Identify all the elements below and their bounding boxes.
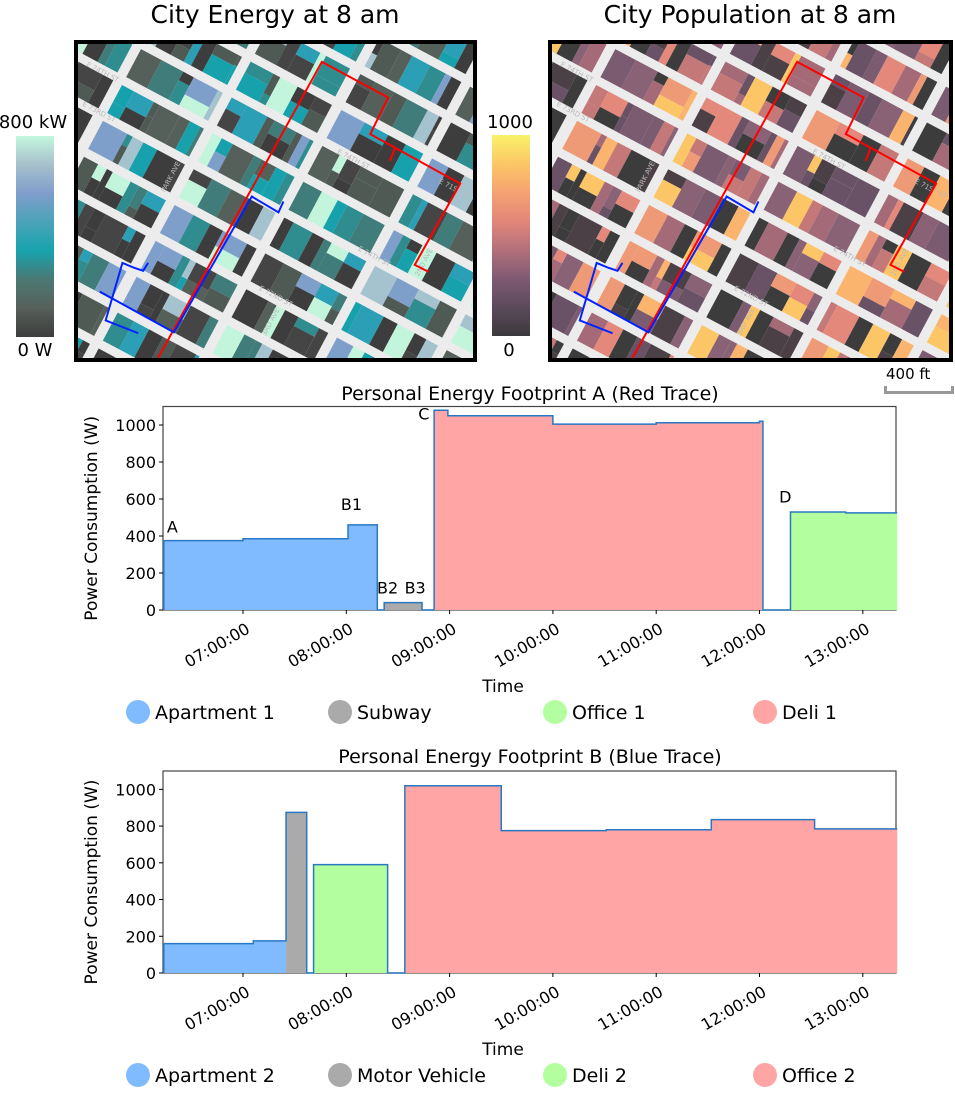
y-tick-label: 0 — [146, 601, 156, 620]
chart-title: Personal Energy Footprint A (Red Trace) — [341, 383, 718, 405]
energy-colorbar-max-label: 800 kW — [0, 112, 67, 133]
y-tick-label: 600 — [125, 854, 156, 873]
footprint-a-chart: 0 200 400 600 800 1000 07:00:00 08:00:00 09:00:0… — [0, 376, 955, 736]
x-tick-label: 13:00:00 — [801, 982, 873, 1034]
x-tick-label: 11:00:00 — [594, 619, 666, 671]
annotation-label: B3 — [405, 578, 426, 597]
y-axis-label: Power Consumption (W) — [82, 780, 102, 985]
legend-label: Office 2 — [782, 1065, 856, 1087]
x-tick-label: 10:00:00 — [491, 619, 563, 671]
x-tick-label: 13:00:00 — [801, 619, 873, 671]
x-tick-label: 09:00:00 — [388, 619, 460, 671]
x-tick-label: 10:00:00 — [491, 982, 563, 1034]
legend-marker — [753, 700, 777, 724]
y-tick-label: 800 — [125, 817, 156, 836]
y-tick-label: 0 — [146, 964, 156, 983]
legend-label: Motor Vehicle — [357, 1065, 486, 1087]
x-tick-label: 07:00:00 — [181, 619, 253, 671]
y-tick-label: 400 — [125, 527, 156, 546]
legend-marker — [328, 700, 352, 724]
annotation-label: C — [418, 404, 429, 423]
x-axis-label: Time — [481, 1040, 524, 1060]
x-axis-label: Time — [481, 677, 524, 697]
legend-marker — [543, 700, 567, 724]
energy-colorbar-min-label: 0 W — [18, 340, 53, 361]
population-map-title: City Population at 8 am — [604, 0, 897, 29]
energy-colorbar — [16, 136, 54, 337]
legend-label: Office 1 — [572, 702, 646, 724]
x-tick-label: 11:00:00 — [594, 982, 666, 1034]
x-tick-label: 08:00:00 — [285, 619, 357, 671]
legend-marker — [543, 1063, 567, 1087]
legend-marker — [126, 1063, 150, 1087]
y-axis-label: Power Consumption (W) — [82, 416, 102, 621]
y-tick-label: 200 — [125, 927, 156, 946]
legend-label: Subway — [357, 702, 432, 724]
legend-marker — [126, 700, 150, 724]
population-colorbar-min-label: 0 — [503, 340, 514, 361]
legend-marker — [328, 1063, 352, 1087]
area-office-1 — [790, 512, 897, 610]
area-deli-1 — [434, 410, 763, 610]
legend-label: Apartment 1 — [155, 702, 275, 724]
y-tick-label: 600 — [125, 490, 156, 509]
population-colorbar-max-label: 1000 — [487, 112, 533, 133]
y-tick-label: 1000 — [115, 416, 156, 435]
legend-label: Apartment 2 — [155, 1065, 275, 1087]
energy-map-title: City Energy at 8 am — [150, 0, 399, 29]
chart-title: Personal Energy Footprint B (Blue Trace) — [338, 746, 721, 768]
annotation-label: D — [779, 488, 791, 507]
population-colorbar — [492, 135, 530, 336]
y-tick-label: 400 — [125, 891, 156, 910]
legend-label: Deli 2 — [572, 1065, 627, 1087]
area-deli-2 — [314, 865, 388, 973]
y-tick-label: 200 — [125, 564, 156, 583]
legend-label: Deli 1 — [782, 702, 837, 724]
y-tick-label: 1000 — [115, 780, 156, 799]
y-tick-label: 800 — [125, 453, 156, 472]
legend-marker — [753, 1063, 777, 1087]
x-tick-label: 07:00:00 — [181, 982, 253, 1034]
x-tick-label: 12:00:00 — [698, 982, 770, 1034]
x-tick-label: 08:00:00 — [285, 982, 357, 1034]
annotation-label: B2 — [377, 578, 398, 597]
area-motor-vehicle — [286, 812, 307, 973]
x-tick-label: 12:00:00 — [698, 619, 770, 671]
annotation-label: A — [167, 517, 178, 536]
annotation-label: B1 — [341, 495, 362, 514]
x-tick-label: 09:00:00 — [388, 982, 460, 1034]
area-apartment-2 — [164, 941, 286, 973]
footprint-b-chart: 0 200 400 600 800 1000 07:00:00 08:00:00 09:00:0… — [0, 740, 955, 1100]
area-subway — [384, 603, 422, 610]
